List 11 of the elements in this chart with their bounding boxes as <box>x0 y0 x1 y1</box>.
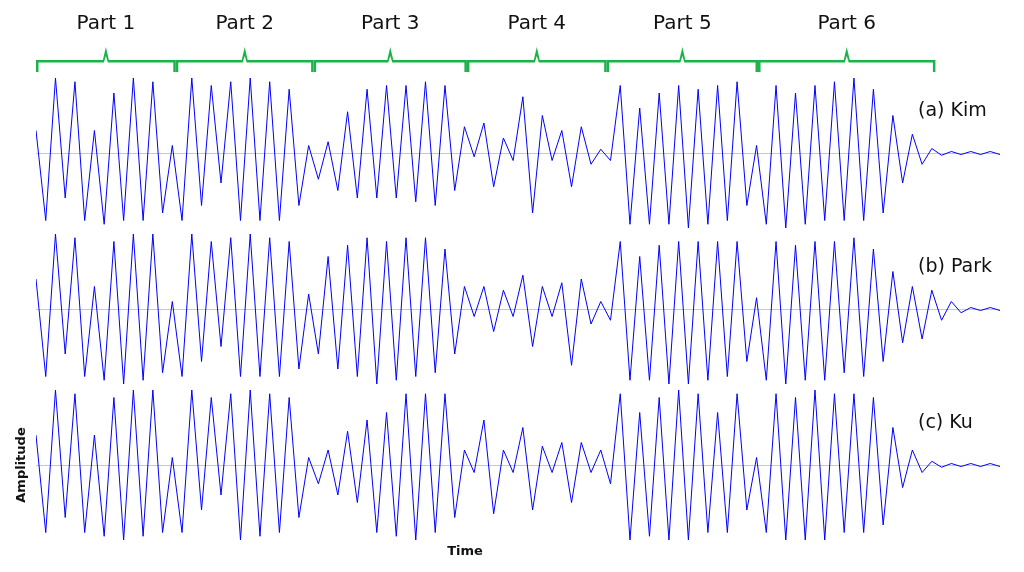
annotation: (c) Ku <box>918 410 973 432</box>
text: Part 5 <box>653 10 712 34</box>
annotation: (b) Park <box>918 254 992 276</box>
annotation: (a) Kim <box>918 98 987 120</box>
text: Part 2 <box>215 10 274 34</box>
text: Part 1 <box>76 10 136 34</box>
text: Part 4 <box>507 10 567 34</box>
text: Part 6 <box>817 10 877 34</box>
y-axis-title: Amplitude <box>12 427 28 503</box>
x-axis-title: Time <box>447 543 483 558</box>
text: Part 3 <box>360 10 420 34</box>
